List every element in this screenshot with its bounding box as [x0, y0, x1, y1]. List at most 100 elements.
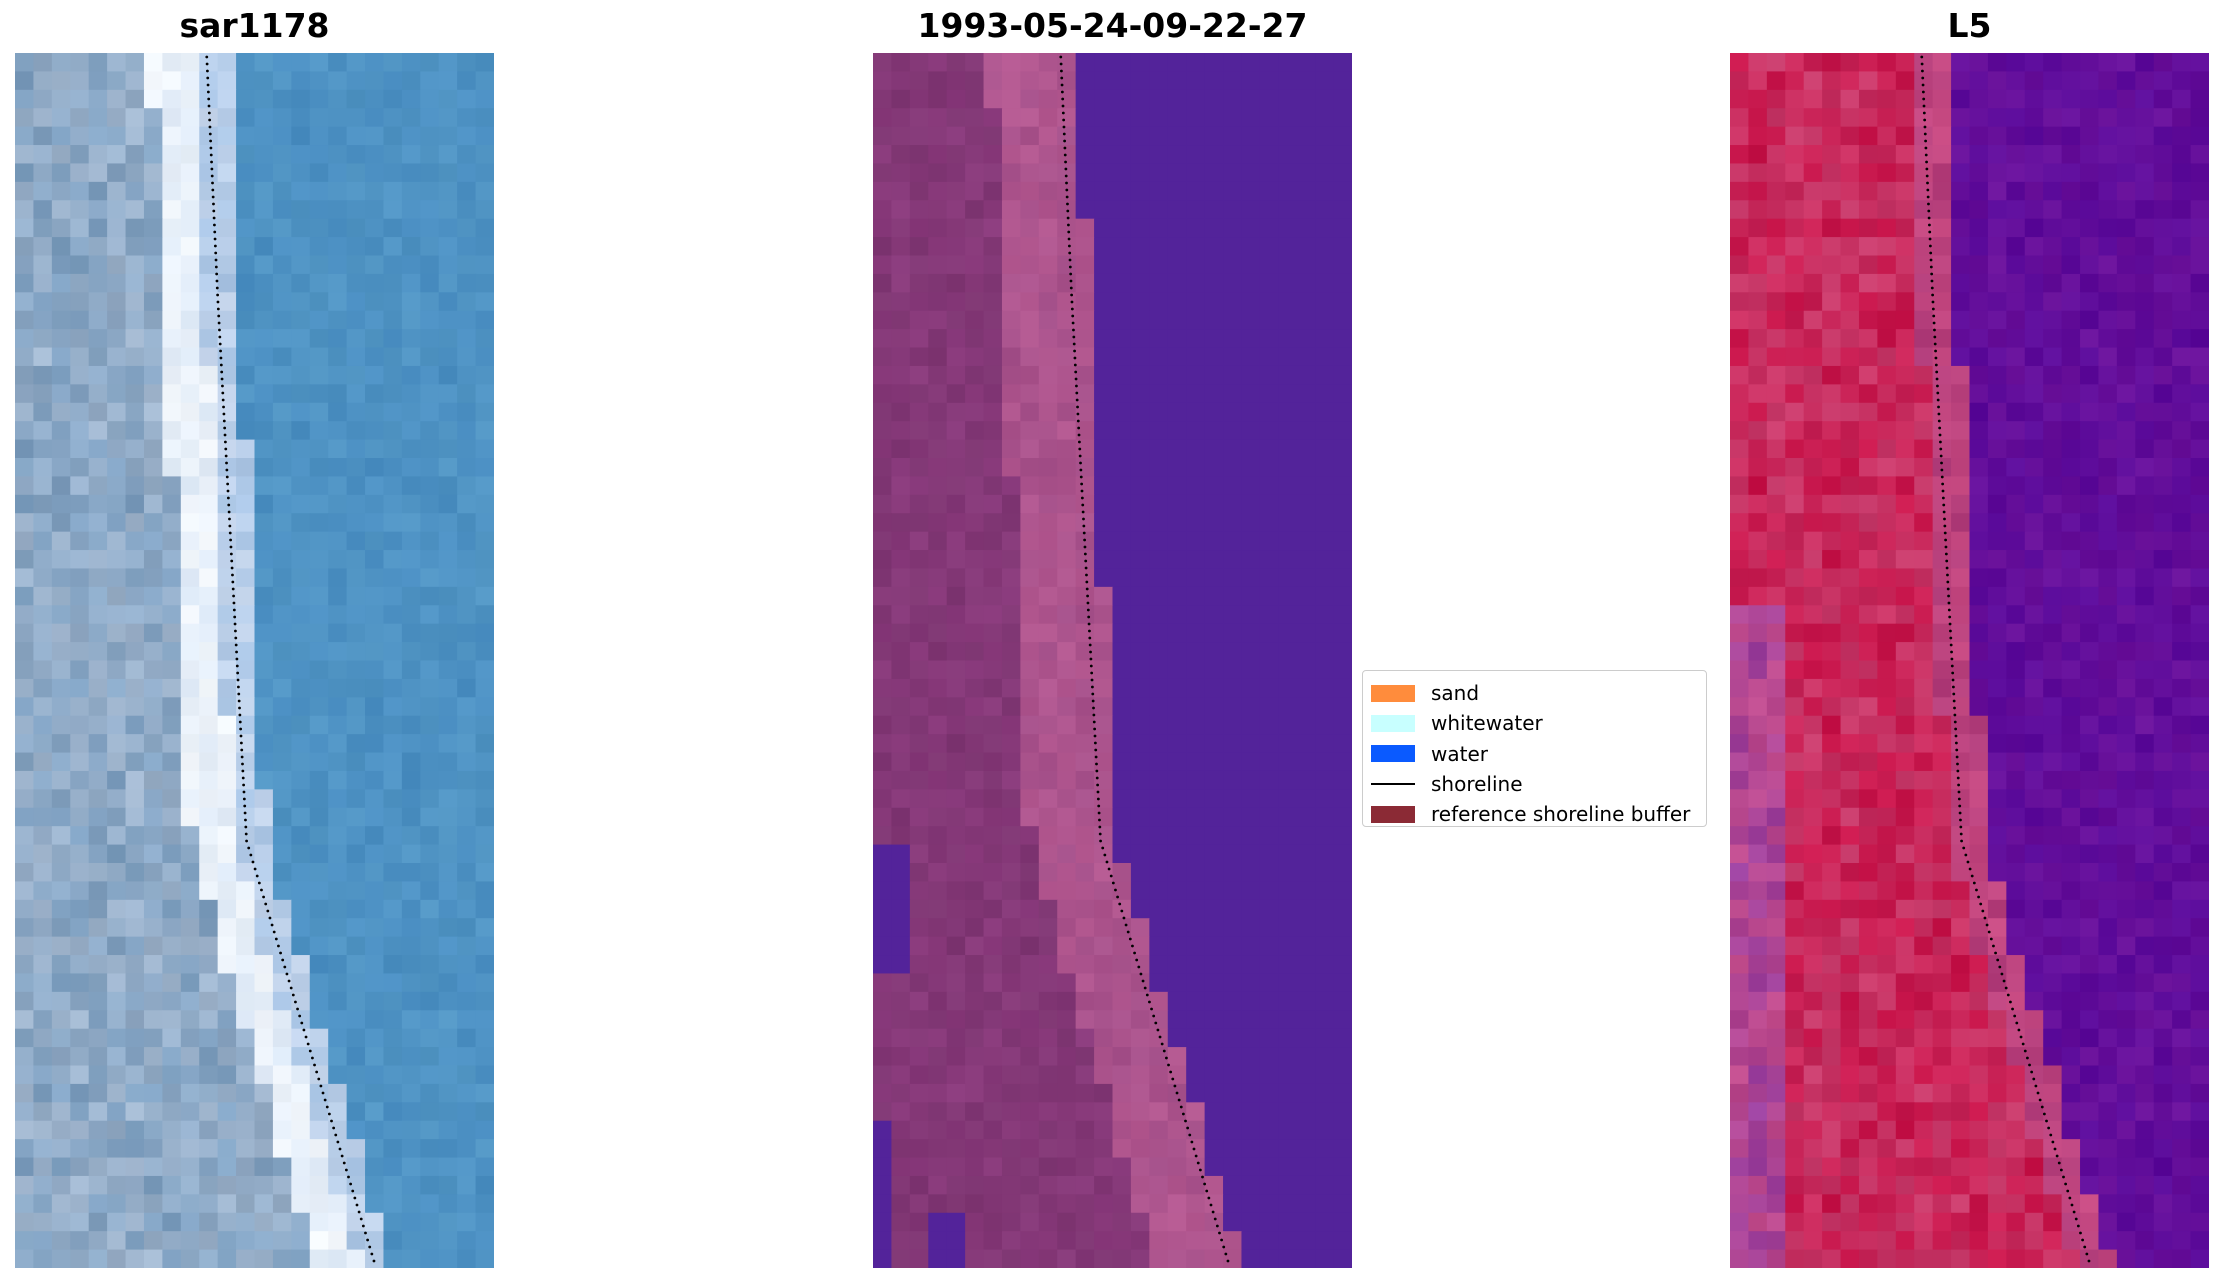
raster-pixel [291, 752, 311, 772]
shoreline-dot [227, 503, 231, 507]
raster-pixel [1112, 807, 1132, 827]
raster-pixel [180, 550, 200, 570]
raster-pixel [107, 1010, 127, 1030]
raster-pixel [1296, 1249, 1316, 1268]
raster-pixel [365, 918, 385, 938]
raster-pixel [1149, 826, 1169, 846]
raster-pixel [909, 218, 929, 238]
raster-pixel [1149, 1231, 1169, 1251]
raster-pixel [1278, 163, 1298, 183]
raster-pixel [1001, 347, 1021, 367]
raster-pixel [438, 513, 458, 533]
raster-pixel [383, 513, 403, 533]
raster-pixel [1296, 1065, 1316, 1085]
raster-pixel [383, 899, 403, 919]
raster-pixel [420, 292, 440, 312]
raster-pixel [983, 1028, 1003, 1048]
raster-pixel [1204, 1047, 1224, 1067]
raster-pixel [365, 1194, 385, 1214]
raster-pixel [2153, 752, 2173, 772]
raster-pixel [457, 1249, 477, 1268]
raster-pixel [272, 71, 292, 91]
raster-pixel [475, 752, 494, 772]
raster-pixel [254, 789, 274, 809]
raster-pixel [1766, 237, 1786, 257]
raster-pixel [125, 1065, 145, 1085]
raster-pixel [162, 586, 182, 606]
raster-pixel [1259, 494, 1279, 514]
raster-pixel [1278, 844, 1298, 864]
raster-pixel [1333, 844, 1352, 864]
raster-pixel [1766, 881, 1786, 901]
raster-pixel [1840, 734, 1860, 754]
raster-pixel [1186, 329, 1206, 349]
raster-pixel [457, 89, 477, 109]
raster-pixel [254, 237, 274, 257]
raster-pixel [1748, 237, 1768, 257]
raster-pixel [946, 273, 966, 293]
raster-pixel [1001, 1120, 1021, 1140]
raster-pixel [1315, 678, 1335, 698]
raster-pixel [1895, 531, 1915, 551]
raster-pixel [1969, 237, 1989, 257]
raster-pixel [2172, 347, 2192, 367]
shoreline-dot [1069, 286, 1073, 290]
raster-pixel [2098, 255, 2118, 275]
shoreline-dot [1092, 720, 1096, 724]
raster-pixel [946, 863, 966, 883]
raster-pixel [1785, 145, 1805, 165]
raster-pixel [2190, 807, 2209, 827]
raster-pixel [1785, 715, 1805, 735]
raster-pixel [1914, 660, 1934, 680]
raster-pixel [2024, 310, 2044, 330]
raster-pixel [51, 991, 71, 1011]
raster-pixel [254, 163, 274, 183]
raster-pixel [254, 605, 274, 625]
raster-pixel [1315, 1065, 1335, 1085]
raster-pixel [420, 789, 440, 809]
raster-pixel [928, 513, 948, 533]
raster-pixel [1057, 1102, 1077, 1122]
shoreline-dot [206, 90, 210, 94]
raster-pixel [383, 310, 403, 330]
raster-pixel [107, 623, 127, 643]
raster-pixel [946, 1175, 966, 1195]
raster-pixel [1130, 936, 1150, 956]
raster-pixel [180, 1194, 200, 1214]
raster-pixel [199, 513, 219, 533]
raster-pixel [909, 439, 929, 459]
raster-pixel [1075, 715, 1095, 735]
raster-pixel [1204, 1028, 1224, 1048]
raster-pixel [457, 329, 477, 349]
shoreline-dot [230, 559, 234, 563]
raster-pixel [928, 715, 948, 735]
raster-pixel [1932, 697, 1952, 717]
shoreline-dot [1101, 846, 1105, 850]
shoreline-dot [327, 1112, 331, 1116]
raster-pixel [180, 384, 200, 404]
raster-pixel [1167, 973, 1187, 993]
raster-pixel [1038, 1231, 1058, 1251]
raster-pixel [272, 991, 292, 1011]
shoreline-dot [1063, 153, 1067, 157]
shoreline-dot [232, 594, 235, 598]
raster-pixel [1075, 899, 1095, 919]
raster-pixel [1333, 826, 1352, 846]
raster-pixel [420, 347, 440, 367]
raster-pixel [909, 1083, 929, 1103]
raster-pixel [346, 697, 366, 717]
raster-pixel [1932, 568, 1952, 588]
raster-pixel [1020, 218, 1040, 238]
raster-pixel [2153, 844, 2173, 864]
raster-pixel [1278, 181, 1298, 201]
raster-pixel [365, 1065, 385, 1085]
raster-pixel [1038, 513, 1058, 533]
raster-pixel [88, 1139, 108, 1159]
raster-pixel [2172, 458, 2192, 478]
shoreline-dot [229, 538, 233, 542]
raster-pixel [33, 421, 53, 441]
raster-pixel [1167, 458, 1187, 478]
raster-pixel [51, 1065, 71, 1085]
raster-pixel [891, 310, 911, 330]
raster-pixel [1259, 1065, 1279, 1085]
